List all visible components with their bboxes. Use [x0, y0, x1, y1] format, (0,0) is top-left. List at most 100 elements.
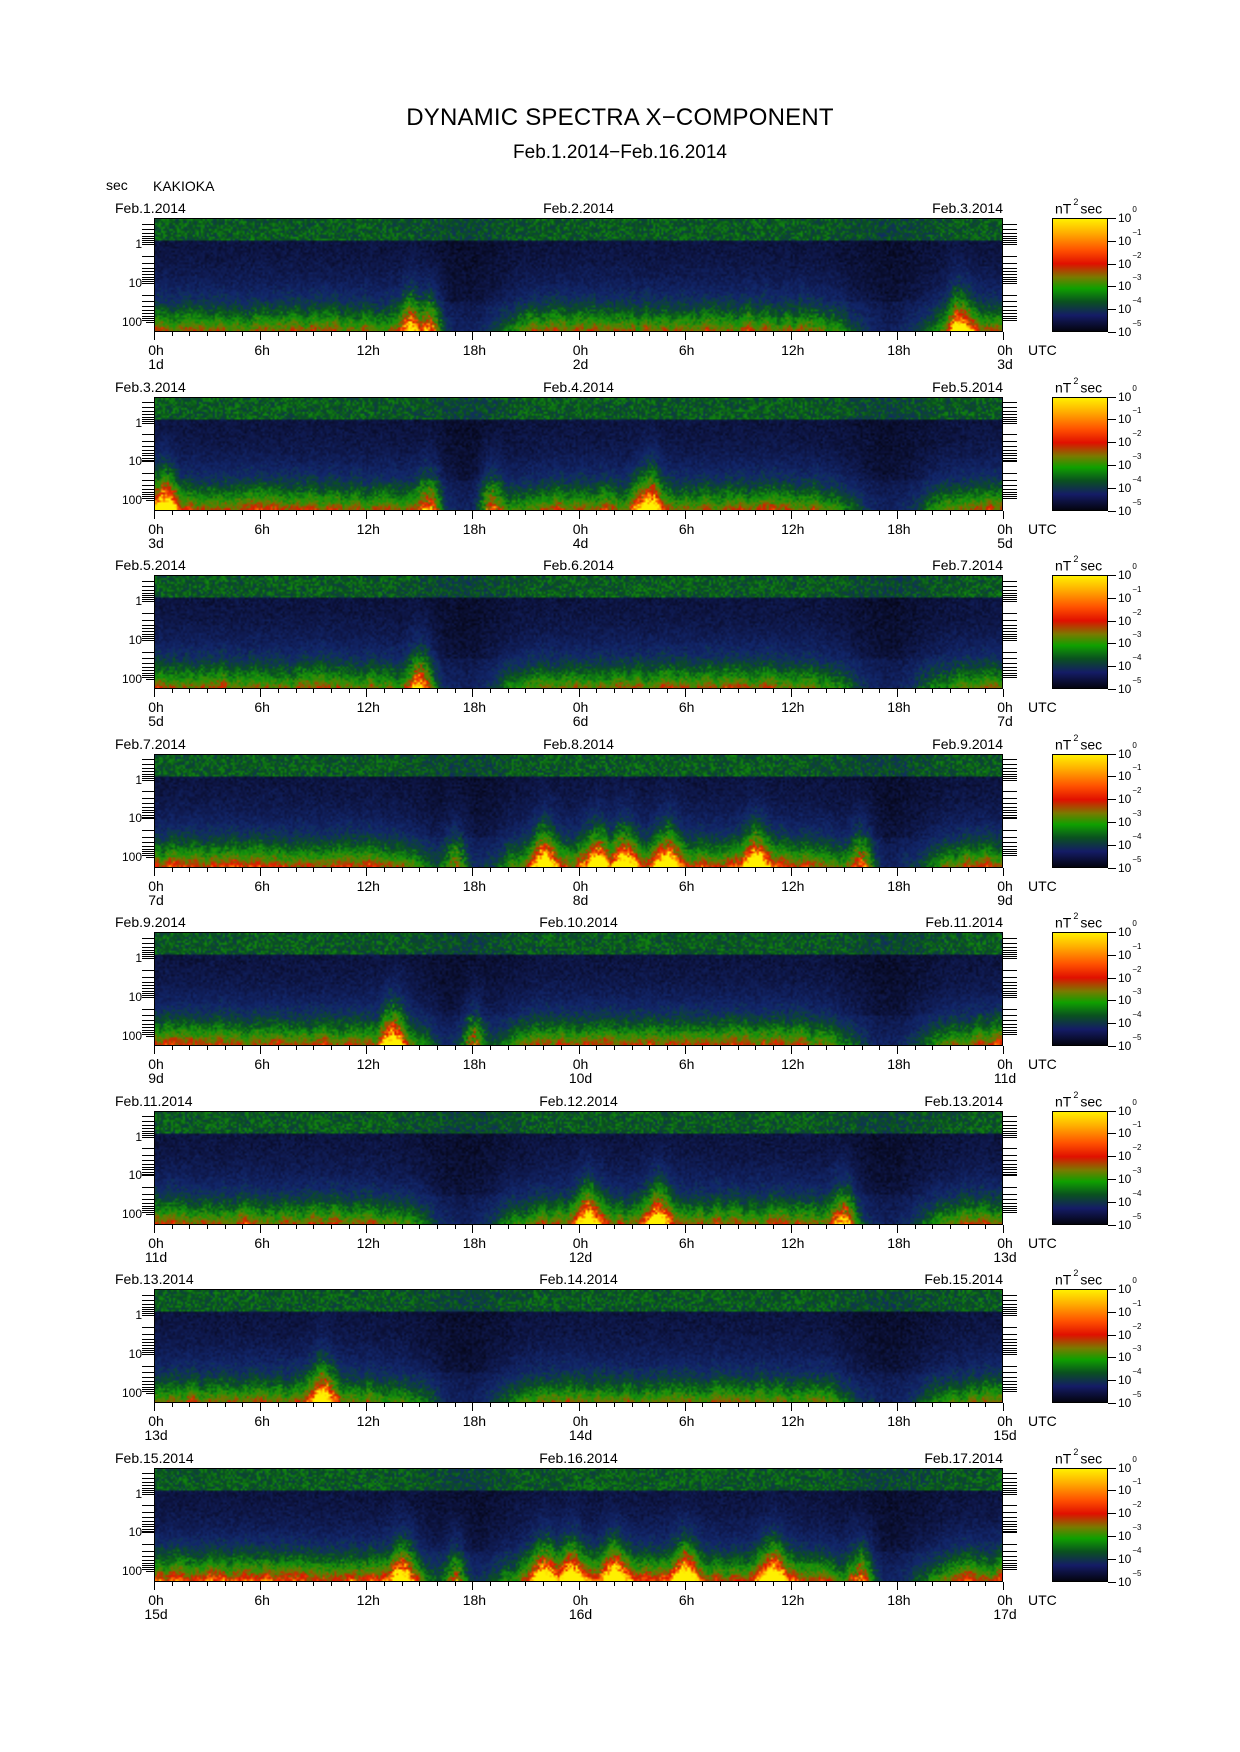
y-minor-tick-left: [142, 494, 154, 496]
x-tick-label: 6h: [678, 520, 695, 537]
y-minor-tick: [1003, 949, 1017, 951]
x-minor-tick: [560, 1046, 562, 1050]
y-minor-tick: [1003, 1163, 1017, 1165]
y-minor-tick-left: [142, 1163, 154, 1165]
y-minor-tick: [1003, 1473, 1017, 1475]
y-minor-tick: [1003, 1512, 1017, 1514]
x-tick-label: 0h: [997, 342, 1013, 358]
colorbar-tick-label: 100: [1118, 1097, 1137, 1118]
x-tick-label: 6h: [254, 877, 270, 894]
x-tick: [578, 689, 580, 697]
colorbar-tick-label: 100: [1118, 1454, 1137, 1475]
x-minor-tick: [985, 689, 987, 693]
y-minor-tick: [1003, 779, 1017, 781]
x-minor-tick: [596, 1581, 598, 1586]
y-minor-tick-left: [142, 777, 154, 779]
y-minor-tick: [1003, 484, 1017, 486]
x-minor-tick: [949, 689, 951, 693]
x-minor-tick: [348, 689, 350, 693]
y-minor-tick-left: [142, 301, 154, 303]
y-minor-tick-left: [142, 985, 154, 987]
x-tick-label: 0h: [997, 1413, 1013, 1429]
y-minor-tick: [1003, 818, 1017, 820]
colorbar-tick: [1108, 286, 1116, 288]
x-minor-tick: [419, 1046, 421, 1050]
x-minor-tick: [330, 867, 332, 872]
colorbar-tick-label: 10−3: [1118, 273, 1142, 294]
y-minor-tick: [1003, 1517, 1017, 1519]
y-minor-tick-left: [142, 1550, 154, 1552]
y-minor-tick: [1003, 595, 1017, 597]
y-minor-tick: [1003, 473, 1017, 475]
y-tick: [146, 857, 154, 859]
y-minor-tick-left: [142, 310, 154, 312]
x-minor-tick: [490, 1403, 492, 1407]
x-minor-tick: [277, 332, 279, 336]
x-minor-tick: [631, 510, 633, 515]
y-minor-tick: [1003, 267, 1017, 269]
y-minor-tick: [1003, 777, 1017, 779]
x-minor-tick: [666, 689, 668, 693]
y-tick-label: 10: [128, 454, 142, 469]
y-minor-tick: [1003, 830, 1017, 832]
x-tick: [154, 689, 155, 697]
x-minor-tick: [967, 689, 969, 693]
y-minor-tick: [1003, 271, 1017, 273]
y-minor-tick: [1003, 1125, 1017, 1127]
y-minor-tick: [1003, 601, 1017, 603]
y-minor-tick-left: [142, 1303, 154, 1305]
y-minor-tick-left: [142, 595, 154, 597]
x-tick-label: 12h: [356, 1591, 380, 1608]
colorbar-unit-label: nT 2 sec: [1055, 1446, 1103, 1467]
colorbar-tick-label: 10−3: [1118, 808, 1142, 829]
day-label: 15d: [144, 1605, 168, 1622]
y-minor-tick-left: [142, 806, 154, 808]
panel-date-start: Feb.9.2014: [115, 914, 186, 930]
y-minor-tick: [1003, 768, 1017, 770]
y-minor-tick: [1003, 1390, 1017, 1392]
x-tick-label: 12h: [781, 520, 805, 537]
y-minor-tick-left: [142, 791, 154, 793]
x-tick: [790, 867, 792, 876]
y-minor-tick-left: [142, 461, 154, 463]
x-tick-label: 0h: [148, 699, 164, 715]
x-minor-tick: [967, 1224, 969, 1229]
x-minor-tick: [914, 1403, 916, 1407]
x-minor-tick: [295, 1224, 297, 1229]
x-tick-label: 0h: [997, 520, 1013, 537]
x-tick-label: 18h: [462, 877, 487, 894]
x-tick-label: 0h: [572, 1056, 589, 1072]
panel-date-start: Feb.5.2014: [115, 557, 186, 573]
x-minor-tick: [702, 867, 704, 872]
y-tick-label: 100: [121, 1385, 142, 1400]
y-minor-tick-left: [142, 585, 154, 587]
x-tick-label: 0h: [572, 1234, 589, 1251]
x-minor-tick: [631, 1046, 633, 1050]
y-minor-tick-left: [142, 240, 154, 242]
colorbar-tick: [1108, 597, 1116, 599]
x-minor-tick: [401, 1581, 403, 1586]
y-minor-tick-left: [142, 238, 154, 240]
x-minor-tick: [702, 689, 704, 693]
x-minor-tick: [631, 1403, 633, 1407]
y-minor-tick-left: [142, 1125, 154, 1127]
utc-label: UTC: [1028, 1413, 1057, 1429]
y-minor-tick: [1003, 954, 1017, 956]
x-minor-tick: [843, 1403, 845, 1407]
y-minor-tick: [1003, 631, 1017, 633]
y-minor-tick-left: [142, 1555, 154, 1557]
y-minor-tick-left: [142, 1377, 154, 1379]
x-minor-tick: [507, 867, 509, 872]
x-minor-tick: [224, 1403, 226, 1407]
x-minor-tick: [702, 1224, 704, 1229]
y-minor-tick: [1003, 1347, 1017, 1349]
x-minor-tick: [313, 1403, 315, 1407]
colorbar-tick-label: 10−3: [1118, 1165, 1142, 1186]
x-tick-label: 12h: [356, 699, 380, 715]
y-minor-tick-left: [142, 949, 154, 951]
station-label: KAKIOKA: [153, 178, 215, 194]
y-minor-tick: [1003, 1528, 1017, 1530]
x-minor-tick: [808, 510, 810, 515]
spectrogram-panel: Feb.3.2014 Feb.4.2014 Feb.5.2014 nT 2 sec 1 10 1…: [0, 369, 1240, 551]
x-minor-tick: [330, 1046, 332, 1050]
